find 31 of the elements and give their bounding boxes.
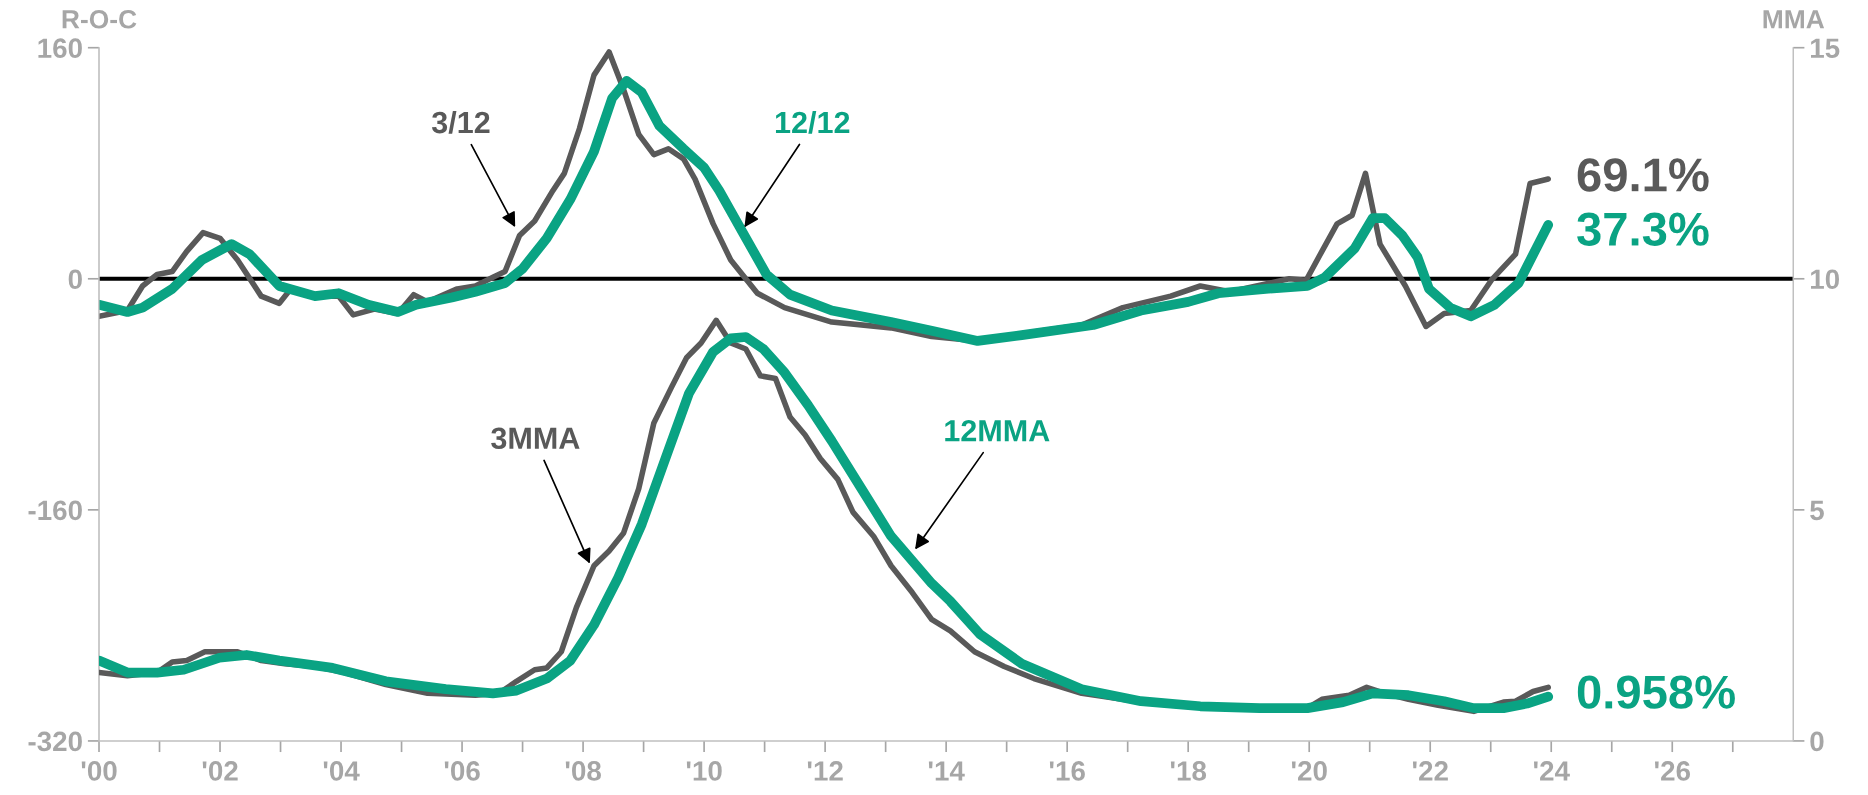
x-tick-label: '24 — [1533, 761, 1570, 781]
x-tick-label: '08 — [565, 761, 601, 781]
x-tick-label: '02 — [202, 761, 238, 781]
annotation: 0.958% — [1577, 675, 1735, 709]
annotation: 69.1% — [1577, 158, 1709, 192]
x-tick-label: '18 — [1170, 761, 1207, 781]
annotation: 12MMA — [945, 419, 1050, 442]
x-tick-label: '12 — [807, 761, 843, 781]
y2-axis-title: MMA — [1763, 10, 1825, 29]
annotation: 3/12 — [431, 110, 490, 134]
y2-tick-label: 0 — [1810, 731, 1824, 752]
x-tick-label: '04 — [323, 761, 360, 781]
annotation: 37.3% — [1577, 212, 1709, 246]
x-tick-label: '22 — [1412, 761, 1448, 781]
x-tick-label: '14 — [928, 761, 965, 781]
y-axis-title: R-O-C — [62, 9, 137, 29]
y2-tick-label: 15 — [1811, 38, 1840, 59]
annotation: 3MMA — [491, 427, 580, 450]
x-tick-label: '06 — [444, 761, 480, 781]
x-tick-label: '20 — [1291, 761, 1327, 781]
y-tick-label: 0 — [68, 269, 82, 290]
y-tick-label: 160 — [38, 38, 82, 59]
x-tick-label: '26 — [1654, 761, 1691, 781]
x-tick-label: '10 — [686, 761, 722, 781]
x-tick-label: '00 — [81, 761, 117, 781]
y-tick-label: -320 — [28, 731, 82, 752]
annotation: 12/12 — [775, 110, 850, 134]
y2-tick-label: 5 — [1810, 500, 1824, 521]
x-tick-label: '16 — [1049, 761, 1085, 781]
y-tick-label: -160 — [28, 500, 82, 521]
y2-tick-label: 10 — [1811, 269, 1840, 290]
